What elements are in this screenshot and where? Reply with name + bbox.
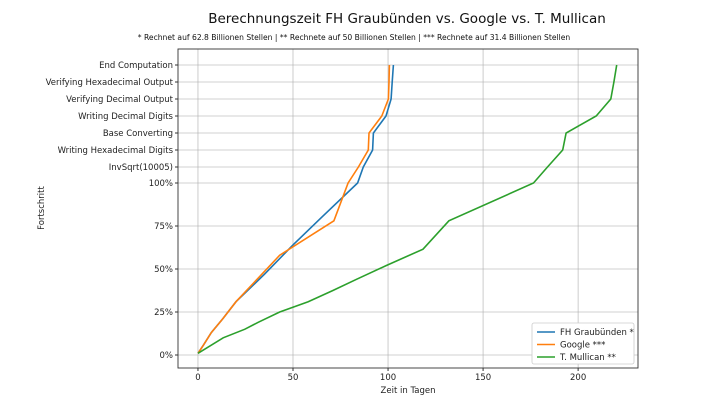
- y-tick-label: Verifying Decimal Output: [66, 95, 174, 105]
- legend: FH Graubünden * Google *** T. Mullican **: [531, 322, 635, 365]
- series-line-2: [197, 64, 618, 354]
- legend-entry: Google ***: [560, 341, 605, 351]
- y-tick-label: 50%: [154, 265, 173, 275]
- x-tick-label: 150: [475, 373, 491, 383]
- series-line-1: [197, 64, 391, 354]
- y-tick-label: 25%: [154, 308, 173, 318]
- y-tick-label: Writing Hexadecimal Digits: [58, 146, 174, 156]
- y-tick-label: End Computation: [99, 61, 173, 71]
- x-tick-label: 100: [380, 373, 396, 383]
- chart-title: Berechnungszeit FH Graubünden vs. Google…: [208, 11, 606, 27]
- legend-box: [531, 322, 635, 365]
- plot-frame: [177, 48, 639, 369]
- x-tick-label: 0: [195, 373, 200, 383]
- x-tick-label: 200: [570, 373, 586, 383]
- y-tick-label: 100%: [149, 179, 173, 189]
- x-tick-label: 50: [288, 373, 299, 383]
- legend-entry: T. Mullican **: [559, 353, 616, 363]
- y-tick-label: Base Converting: [103, 129, 173, 139]
- legend-entry: FH Graubünden *: [560, 328, 634, 338]
- y-tick-label: Writing Decimal Digits: [78, 112, 173, 122]
- y-tick-label: 75%: [154, 222, 173, 232]
- y-tick-label: InvSqrt(10005): [109, 163, 173, 173]
- series-line-0: [197, 64, 395, 354]
- chart-subtitle: * Rechnet auf 62.8 Billionen Stellen | *…: [138, 33, 571, 42]
- y-axis-label: Fortschritt: [37, 186, 47, 230]
- y-tick-label: Verifying Hexadecimal Output: [46, 78, 174, 88]
- y-tick-label: 0%: [160, 351, 174, 361]
- x-axis-label: Zeit in Tagen: [381, 386, 436, 396]
